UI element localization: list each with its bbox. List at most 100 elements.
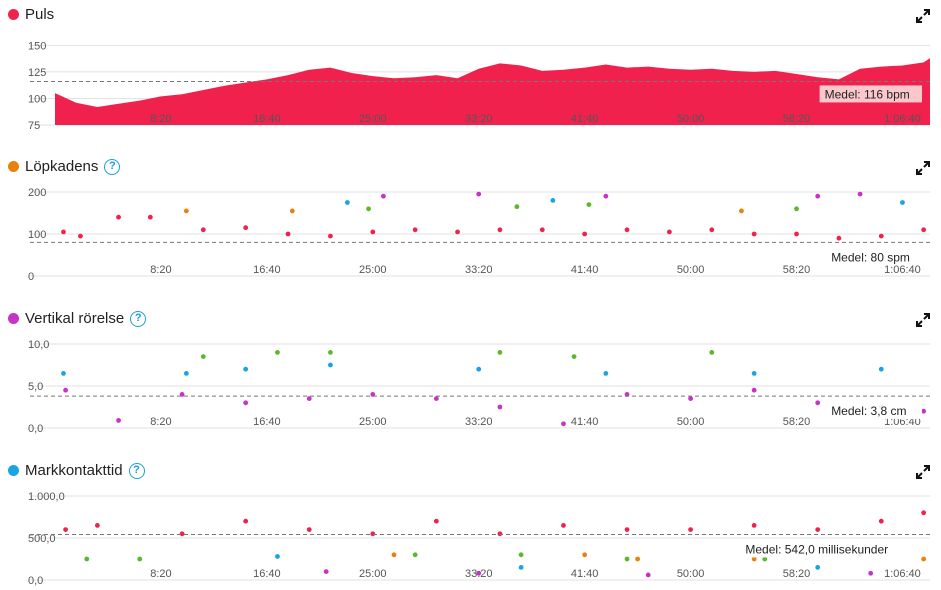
data-point (344, 200, 350, 205)
help-icon[interactable]: ? (128, 462, 145, 479)
data-point (391, 552, 397, 558)
expand-icon[interactable] (915, 8, 931, 24)
data-point (366, 206, 371, 212)
data-point (751, 523, 757, 528)
data-point (412, 227, 418, 233)
data-point (878, 366, 884, 372)
data-point (306, 396, 312, 401)
y-tick-label: 200 (28, 187, 46, 199)
y-tick-label: 150 (28, 40, 46, 52)
heart-rate-area (55, 58, 930, 125)
data-point (561, 421, 566, 427)
average-label-bg (826, 402, 922, 420)
data-point (433, 396, 439, 401)
x-tick-label: 16:40 (253, 264, 281, 276)
data-point (183, 371, 189, 376)
x-tick-label: 33:20 (465, 264, 493, 276)
data-point (116, 214, 121, 220)
data-point (815, 565, 821, 570)
vertikal-rorelse-chart[interactable]: 10,0 5,0 0,0 8:20 16:40 25:00 33:20 41:40 50:00 5… (0, 336, 941, 454)
average-label-bg (740, 540, 922, 558)
data-point (289, 208, 295, 214)
x-tick-label: 16:40 (253, 113, 281, 125)
y-tick-label: 100 (28, 93, 46, 105)
x-tick-label: 50:00 (677, 568, 705, 580)
series-dot-icon (8, 465, 19, 476)
panel-markkontakttid: Markkontakttid ? 1.000,0 500,0 0,0 8:20 16:4… (0, 452, 941, 590)
data-point (200, 354, 206, 359)
help-icon[interactable]: ? (104, 158, 121, 175)
data-point (603, 371, 609, 376)
data-point (275, 350, 280, 355)
data-point (645, 572, 651, 578)
data-point (328, 233, 333, 239)
x-tick-label: 41:40 (571, 264, 599, 276)
data-point (61, 371, 66, 376)
x-tick-label: 58:20 (783, 264, 811, 276)
y-tick-label: 500,0 (28, 533, 56, 545)
y-tick-label: 75 (28, 120, 40, 132)
data-point (667, 229, 672, 235)
panel-title-text: Löpkadens (25, 158, 99, 175)
puls-chart[interactable]: 150 125 100 75 8:20 16:40 25:00 33:20 41:40 50:00… (0, 30, 941, 150)
data-point (815, 527, 821, 532)
data-point (561, 523, 566, 528)
x-tick-label: 25:00 (359, 416, 387, 428)
series-dot-icon (8, 313, 19, 324)
data-point (514, 204, 520, 210)
data-point (243, 400, 249, 406)
y-tick-label: 0,0 (28, 423, 43, 435)
x-tick-label: 8:20 (150, 113, 171, 125)
data-point (412, 552, 418, 558)
expand-icon[interactable] (915, 160, 931, 176)
series-dot-icon (8, 9, 19, 20)
data-point (751, 556, 757, 562)
data-point (370, 229, 376, 235)
panel-title-text: Puls (25, 6, 55, 23)
y-tick-label: 1.000,0 (28, 491, 65, 503)
data-point (571, 354, 577, 359)
data-point (455, 229, 460, 235)
data-point (921, 510, 927, 516)
data-point (183, 208, 189, 214)
panel-vertikal-rorelse: Vertikal rörelse ? 10,0 5,0 0,0 8:20 16:40 25… (0, 300, 941, 452)
data-point (751, 231, 757, 237)
x-tick-label: 33:20 (465, 113, 493, 125)
data-point (603, 193, 609, 199)
x-tick-label: 50:00 (677, 264, 705, 276)
lopkadens-chart[interactable]: 200 100 0 8:20 16:40 25:00 33:20 41:40 50:00 58:2… (0, 180, 941, 300)
x-tick-label: 25:00 (359, 113, 387, 125)
data-point (476, 366, 482, 372)
expand-icon[interactable] (915, 312, 931, 328)
x-tick-label: 8:20 (150, 264, 171, 276)
series-dot-icon (8, 161, 19, 172)
data-point (137, 556, 143, 562)
markkontakttid-chart[interactable]: 1.000,0 500,0 0,0 8:20 16:40 25:00 33:20 41:40 5… (0, 488, 941, 590)
data-point (94, 523, 100, 528)
data-point (635, 556, 641, 562)
data-point (582, 231, 588, 237)
expand-icon[interactable] (915, 464, 931, 480)
average-label: Medel: 3,8 cm (831, 404, 906, 418)
panel-puls: Puls 150 125 100 75 8:20 16:40 25:00 33:20 41:40… (0, 0, 941, 150)
data-point (751, 371, 757, 376)
data-point (739, 208, 744, 214)
x-tick-label: 33:20 (465, 416, 493, 428)
panel-title: Löpkadens ? (8, 158, 121, 175)
data-point (624, 527, 630, 532)
data-point (921, 556, 927, 562)
data-point (921, 408, 927, 414)
x-tick-label: 25:00 (359, 568, 387, 580)
data-point (63, 527, 68, 532)
panel-title-text: Vertikal rörelse (25, 310, 125, 327)
data-point (61, 229, 66, 235)
data-point (624, 227, 630, 233)
data-point (328, 350, 333, 355)
data-point (582, 552, 588, 558)
help-icon[interactable]: ? (130, 310, 147, 327)
data-point (116, 418, 121, 423)
panel-title: Markkontakttid ? (8, 462, 145, 479)
y-tick-label: 0 (28, 271, 34, 283)
data-point (518, 552, 524, 558)
data-point (200, 227, 206, 233)
